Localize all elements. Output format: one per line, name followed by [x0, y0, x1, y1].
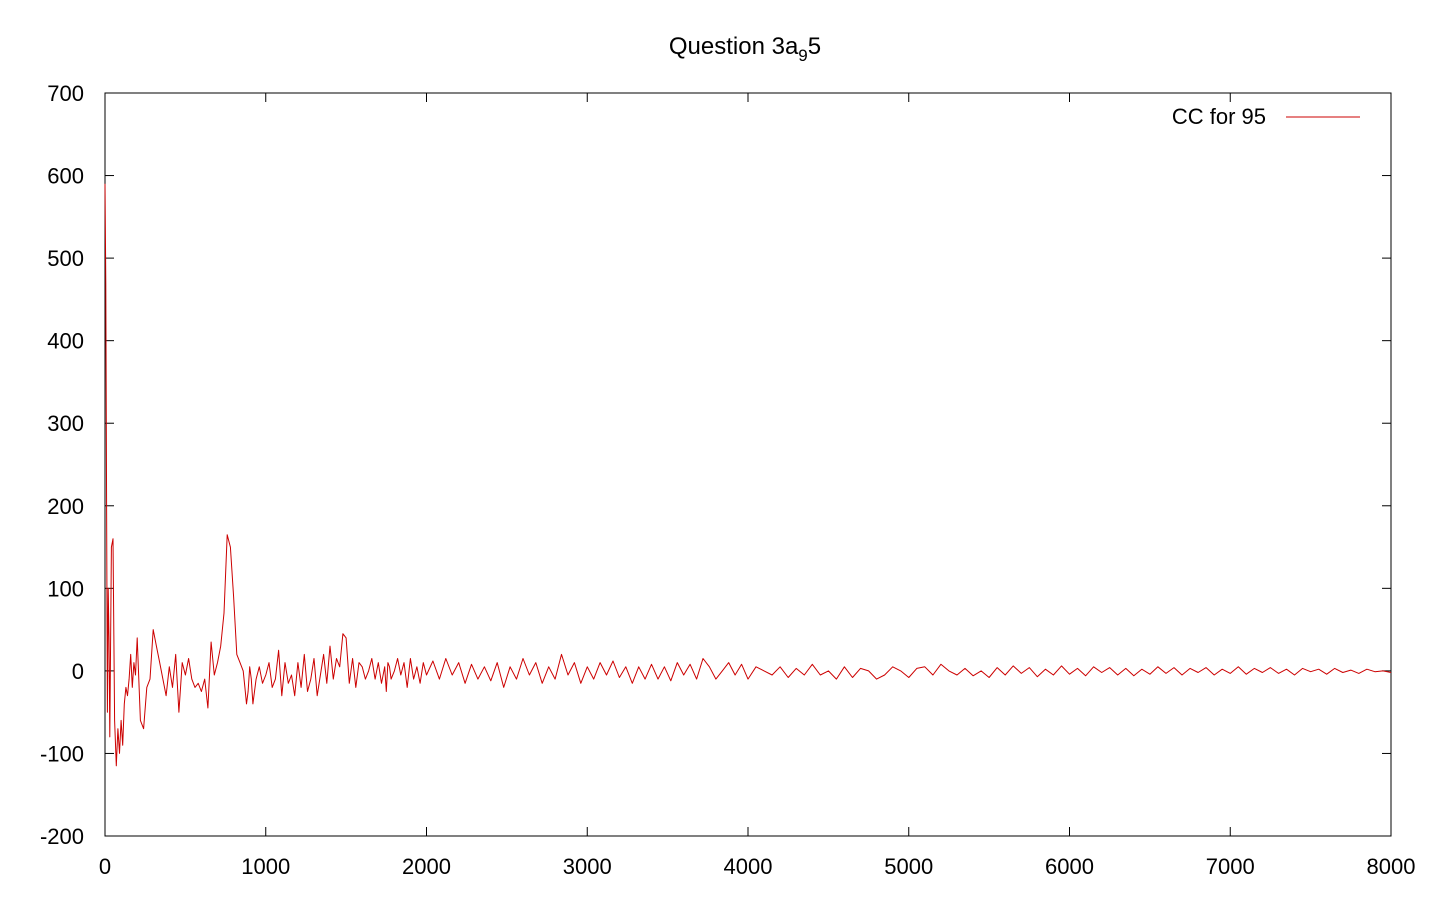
chart-title: Question 3a95 — [669, 33, 821, 65]
y-tick-label: 0 — [72, 659, 84, 684]
legend: CC for 95 — [1172, 104, 1360, 129]
y-tick-label: 400 — [47, 329, 84, 354]
y-tick-label: 200 — [47, 494, 84, 519]
y-tick-label: -200 — [40, 824, 84, 849]
y-axis-tick-labels: -200 -100 0 100 200 300 400 500 600 700 — [40, 81, 84, 849]
series-group — [104, 183, 1392, 767]
x-tick-label: 0 — [99, 854, 111, 879]
y-tick-label: 700 — [47, 81, 84, 106]
y-tick-label: -100 — [40, 741, 84, 766]
x-tick-label: 5000 — [884, 854, 933, 879]
title-suffix: 5 — [808, 33, 821, 60]
x-tick-label: 2000 — [402, 854, 451, 879]
x-axis-tick-labels: 0 1000 2000 3000 4000 5000 6000 7000 8000 — [99, 854, 1416, 879]
plot-frame — [104, 92, 1392, 837]
x-tick-label: 1000 — [241, 854, 290, 879]
series-line-cc-for-95 — [104, 183, 1392, 767]
y-tick-label: 300 — [47, 411, 84, 436]
y-tick-label: 500 — [47, 246, 84, 271]
legend-label: CC for 95 — [1172, 104, 1266, 129]
x-tick-label: 6000 — [1045, 854, 1094, 879]
x-tick-label: 7000 — [1206, 854, 1255, 879]
y-tick-label: 100 — [47, 576, 84, 601]
x-tick-label: 3000 — [563, 854, 612, 879]
y-tick-label: 600 — [47, 164, 84, 189]
axis-ticks — [104, 92, 1392, 837]
title-subscript: 9 — [798, 46, 807, 65]
x-tick-label: 8000 — [1367, 854, 1416, 879]
x-tick-label: 4000 — [724, 854, 773, 879]
